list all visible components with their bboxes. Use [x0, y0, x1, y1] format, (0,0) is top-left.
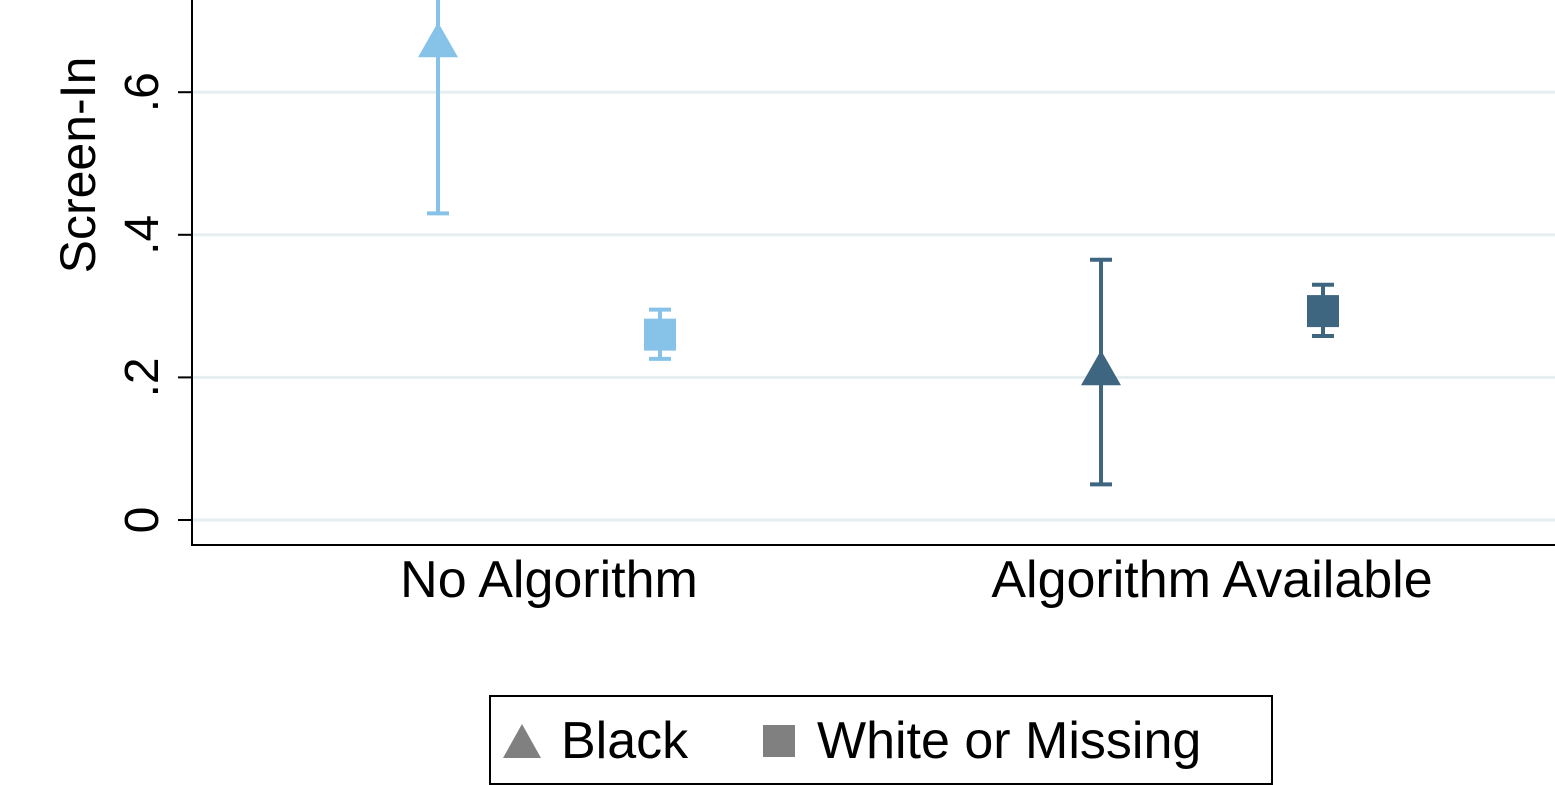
y-tick-label: .4 [116, 215, 169, 255]
x-category-label: Algorithm Available [991, 551, 1432, 609]
data-point-square [644, 318, 676, 351]
square-marker-icon [763, 725, 795, 757]
grid-lines [192, 90, 1555, 522]
legend-item-black: Black [503, 711, 688, 771]
y-tick-label: 0 [116, 507, 169, 534]
legend-label-black: Black [561, 712, 689, 770]
x-category-label: No Algorithm [400, 551, 698, 609]
legend-item-white-or-missing: White or Missing [763, 711, 1201, 771]
triangle-marker-icon [503, 724, 541, 758]
legend-label-white-or-missing: White or Missing [817, 712, 1202, 770]
data-point-triangle [1081, 350, 1121, 386]
data-point-triangle [418, 22, 458, 58]
y-tick-label: .2 [116, 357, 169, 397]
data-marks [418, 0, 1339, 487]
y-tick-label: .6 [116, 72, 169, 112]
y-axis-label: Screen-In [50, 57, 106, 274]
legend: Black White or Missing [489, 695, 1273, 785]
data-point-square [1307, 295, 1339, 328]
